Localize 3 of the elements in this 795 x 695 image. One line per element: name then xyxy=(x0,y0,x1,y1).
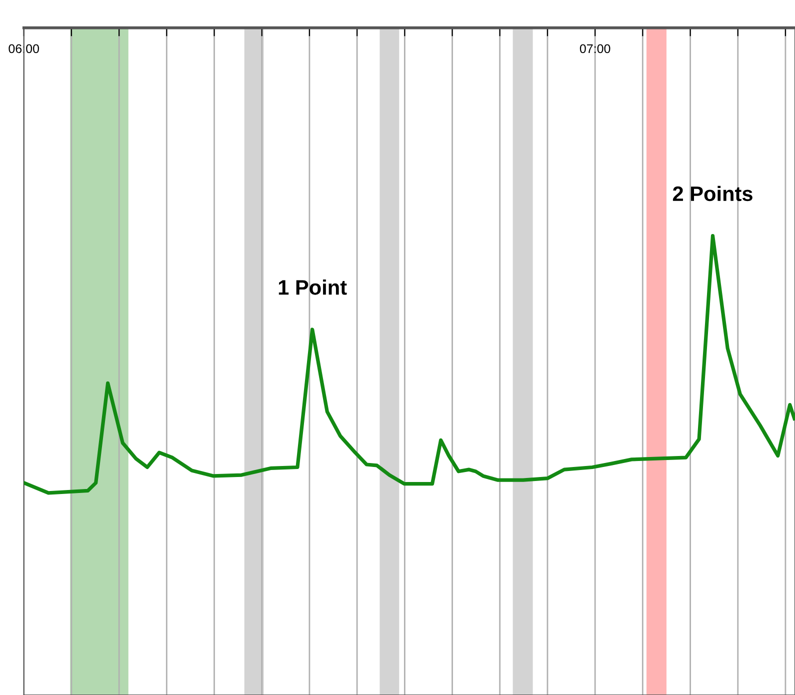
annotation: 2 Points xyxy=(672,186,752,202)
x-tick-label: 07:00 xyxy=(580,44,610,54)
annotation: 1 Point xyxy=(278,280,347,295)
